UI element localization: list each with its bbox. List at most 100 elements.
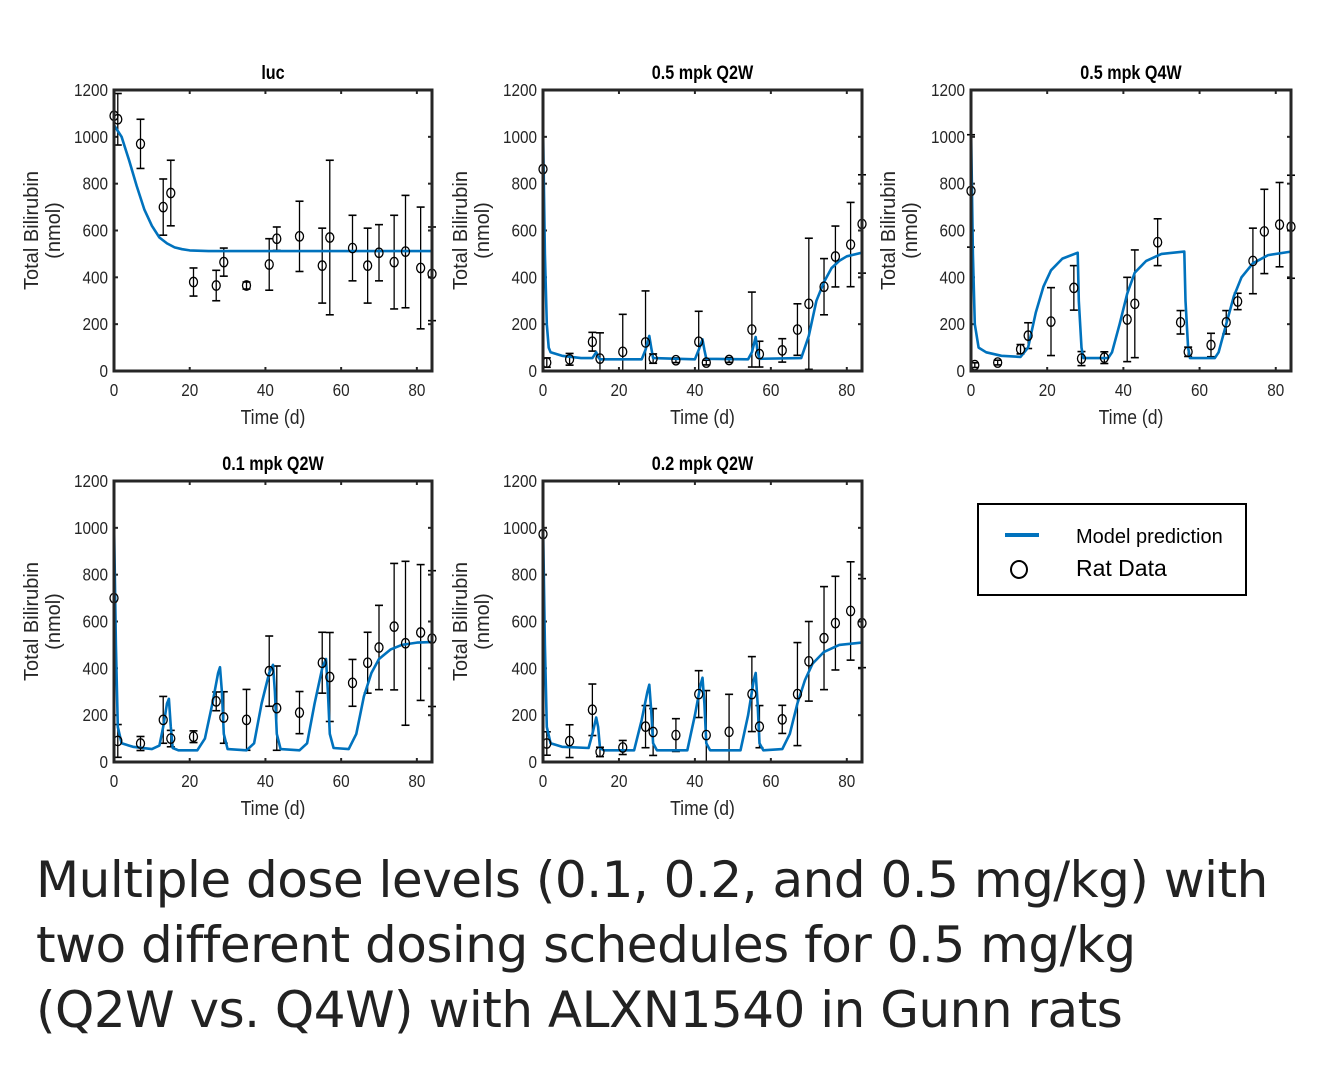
legend: Model prediction Rat Data bbox=[977, 503, 1247, 596]
data-point bbox=[747, 688, 757, 700]
y-tick-label: 0 bbox=[528, 361, 537, 381]
model-prediction-line bbox=[543, 520, 862, 752]
data-point bbox=[694, 688, 704, 700]
y-tick-label: 200 bbox=[82, 705, 108, 725]
data-point bbox=[804, 298, 814, 310]
x-tick-label: 60 bbox=[762, 380, 779, 400]
y-axis-label: (nmol) bbox=[43, 593, 65, 650]
data-point bbox=[792, 324, 803, 335]
x-tick-label: 60 bbox=[762, 771, 779, 791]
data-point bbox=[241, 280, 252, 291]
subplot-title: 0.5 mpk Q2W bbox=[652, 62, 754, 84]
y-tick-label: 800 bbox=[511, 565, 537, 585]
data-point bbox=[294, 231, 305, 242]
x-axis-label: Time (d) bbox=[1099, 406, 1164, 428]
data-point bbox=[325, 232, 335, 243]
y-tick-label: 0 bbox=[528, 752, 537, 772]
x-tick-label: 0 bbox=[110, 771, 119, 791]
data-point bbox=[1015, 343, 1026, 355]
data-point bbox=[671, 729, 681, 741]
data-point bbox=[777, 345, 787, 356]
y-tick-label: 600 bbox=[82, 611, 108, 631]
data-point bbox=[1046, 316, 1056, 327]
data-point bbox=[1069, 282, 1079, 294]
data-point bbox=[135, 138, 146, 150]
y-tick-label: 1000 bbox=[503, 518, 537, 538]
data-point bbox=[587, 704, 598, 716]
y-tick-label: 1200 bbox=[503, 80, 537, 100]
y-axis-label: Total Bilirubin bbox=[878, 171, 900, 290]
data-point bbox=[264, 259, 274, 270]
data-point bbox=[792, 688, 803, 700]
x-tick-label: 80 bbox=[1267, 380, 1284, 400]
data-point bbox=[1122, 314, 1132, 325]
x-tick-label: 20 bbox=[610, 380, 627, 400]
y-tick-label: 1000 bbox=[74, 127, 108, 147]
caption-line: (Q2W vs. Q4W) with ALXN1540 in Gunn rats bbox=[36, 981, 1123, 1039]
data-point bbox=[400, 637, 411, 649]
data-point bbox=[188, 276, 199, 288]
y-axis-label: Total Bilirubin bbox=[21, 562, 43, 681]
data-point bbox=[845, 239, 856, 250]
data-point bbox=[747, 324, 757, 335]
data-point bbox=[1099, 352, 1109, 364]
y-tick-label: 800 bbox=[511, 174, 537, 194]
data-point bbox=[640, 337, 651, 348]
data-point bbox=[595, 746, 605, 758]
x-tick-label: 80 bbox=[838, 380, 855, 400]
x-tick-label: 80 bbox=[408, 380, 425, 400]
data-circle-icon bbox=[1010, 560, 1028, 579]
data-point bbox=[325, 671, 335, 683]
data-point bbox=[993, 357, 1003, 368]
data-point bbox=[777, 714, 787, 725]
axes-box bbox=[541, 88, 864, 373]
data-point bbox=[219, 256, 229, 268]
data-point bbox=[564, 735, 575, 747]
y-tick-label: 0 bbox=[99, 752, 108, 772]
data-point bbox=[819, 632, 829, 644]
subplot-title: luc bbox=[261, 62, 285, 84]
data-point bbox=[640, 721, 651, 732]
data-point bbox=[158, 201, 168, 213]
data-point bbox=[400, 246, 411, 257]
data-point bbox=[701, 357, 711, 368]
y-tick-label: 400 bbox=[939, 267, 965, 287]
y-axis-label: Total Bilirubin bbox=[450, 562, 472, 681]
data-point bbox=[845, 605, 856, 617]
axes-box bbox=[969, 88, 1293, 373]
y-axis-label: (nmol) bbox=[472, 593, 494, 650]
data-point bbox=[219, 712, 229, 723]
model-prediction-line bbox=[543, 125, 862, 361]
y-tick-label: 200 bbox=[82, 314, 108, 334]
data-point bbox=[211, 696, 221, 707]
x-tick-label: 80 bbox=[408, 771, 425, 791]
data-point bbox=[389, 256, 399, 268]
x-tick-label: 0 bbox=[110, 380, 119, 400]
y-tick-label: 600 bbox=[939, 220, 965, 240]
x-tick-label: 40 bbox=[257, 380, 274, 400]
data-point bbox=[1076, 353, 1087, 364]
data-point bbox=[272, 702, 282, 714]
x-tick-label: 0 bbox=[967, 380, 976, 400]
data-point bbox=[294, 707, 305, 718]
data-point bbox=[648, 726, 658, 738]
y-tick-label: 1000 bbox=[74, 518, 108, 538]
model-line-swatch bbox=[1005, 533, 1039, 537]
y-tick-label: 600 bbox=[511, 220, 537, 240]
data-point bbox=[754, 721, 765, 732]
y-tick-label: 1200 bbox=[74, 471, 108, 491]
data-point bbox=[166, 733, 176, 744]
model-prediction-line bbox=[971, 125, 1291, 360]
data-point bbox=[1274, 219, 1285, 230]
data-point bbox=[1233, 296, 1243, 307]
data-point bbox=[362, 657, 373, 669]
data-point bbox=[389, 621, 399, 633]
data-point bbox=[317, 260, 327, 271]
data-point bbox=[804, 655, 814, 667]
subplot-title: 0.1 mpk Q2W bbox=[222, 453, 324, 475]
data-point bbox=[648, 353, 658, 364]
data-point bbox=[819, 281, 829, 293]
caption-line: Multiple dose levels (0.1, 0.2, and 0.5 … bbox=[36, 851, 1268, 909]
